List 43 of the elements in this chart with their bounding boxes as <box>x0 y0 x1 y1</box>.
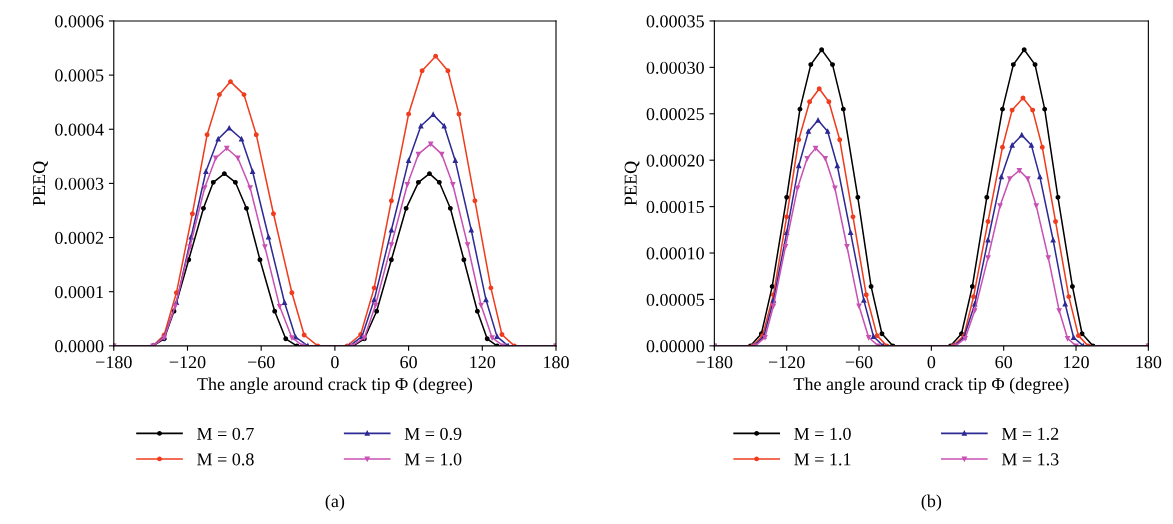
y-tick-label: 0.00035 <box>646 15 704 28</box>
x-axis-title: The angle around crack tip Φ (degree) <box>793 377 1069 394</box>
legend-label: M = 1.3 <box>1001 453 1059 466</box>
legend-label: M = 1.2 <box>1001 427 1059 440</box>
y-tick-label: 0.0004 <box>55 123 104 136</box>
x-tick-label: 60 <box>400 356 417 369</box>
y-tick-label: 0.00010 <box>646 247 704 260</box>
x-tick-label: −60 <box>845 356 873 369</box>
y-tick-label: 0.0003 <box>55 177 104 190</box>
x-tick-label: 0 <box>927 356 936 369</box>
legend-label: M = 1.1 <box>794 453 851 466</box>
x-tick-label: −180 <box>96 356 132 369</box>
legend-label: M = 0.7 <box>197 427 254 440</box>
x-tick-label: −60 <box>247 356 275 369</box>
text: (b) <box>921 494 942 511</box>
y-axis-title: PEEQ <box>33 161 48 206</box>
legend-label: M = 1.0 <box>404 453 462 466</box>
y-tick-label: 0.00020 <box>646 154 704 167</box>
y-tick-label: 0.00025 <box>646 108 704 121</box>
legend-label: M = 0.9 <box>404 427 462 440</box>
y-tick-label: 0.00000 <box>646 340 704 353</box>
x-tick-label: −120 <box>768 356 805 369</box>
y-tick-label: 0.0001 <box>55 285 103 299</box>
y-tick-label: 0.00030 <box>646 61 704 74</box>
y-tick-label: 0.0006 <box>55 15 104 28</box>
x-tick-label: 180 <box>1136 356 1162 369</box>
y-tick-label: 0.0005 <box>55 69 104 82</box>
y-tick-label: 0.0002 <box>55 231 104 245</box>
x-tick-label: 0 <box>331 356 339 369</box>
x-tick-label: 120 <box>470 356 496 369</box>
legend-label: M = 0.8 <box>197 453 254 466</box>
y-axis-title: PEEQ <box>624 161 640 206</box>
x-tick-label: 180 <box>544 356 569 369</box>
y-tick-label: 0.00005 <box>646 293 704 306</box>
x-axis-title: The angle around crack tip Φ (degree) <box>197 377 473 394</box>
x-tick-label: −180 <box>696 356 733 369</box>
y-tick-label: 0.00015 <box>646 200 704 214</box>
x-tick-label: −120 <box>169 356 206 369</box>
x-tick-label: 120 <box>1064 356 1089 369</box>
legend-label: M = 1.0 <box>794 427 851 440</box>
x-tick-label: 60 <box>995 356 1013 369</box>
y-tick-label: 0.0000 <box>55 340 104 353</box>
text: (a) <box>325 494 345 511</box>
